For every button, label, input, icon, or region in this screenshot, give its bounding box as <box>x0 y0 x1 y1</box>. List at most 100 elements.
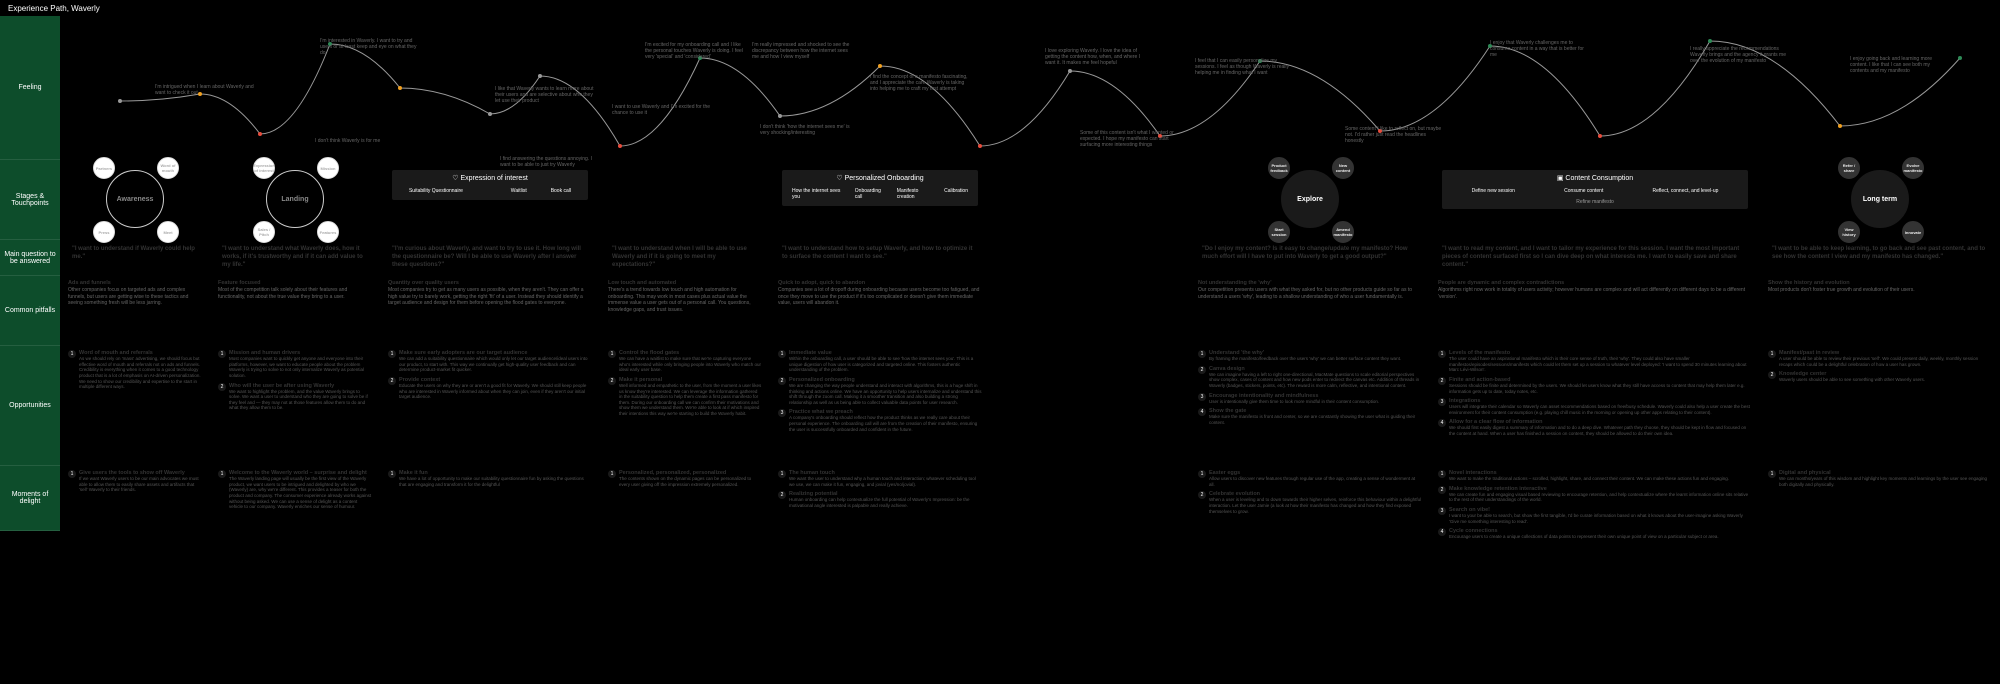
main-question: "Do I enjoy my content? Is it easy to ch… <box>1198 244 1422 264</box>
opportunity-body: Users will integrate their calendar so W… <box>1449 404 1752 415</box>
stage-tab: Suitability Questionnaire <box>405 186 467 196</box>
main-question: "I want to be able to keep learning, to … <box>1768 244 1992 264</box>
delight-body: We want to make the traditional actions … <box>1449 476 1752 482</box>
main-question: "I want to understand when I will be abl… <box>608 244 762 271</box>
opportunity-body: Within the onboarding call, a user shoul… <box>789 356 982 373</box>
stage-circle: ExploreProduct feedbackNew contentStart … <box>1281 170 1339 228</box>
opportunity-body: A user should be able to review their pr… <box>1779 356 1992 367</box>
pitfall-title: Low touch and automated <box>608 280 762 286</box>
feeling-annotation: Some content I like to reflect on, but m… <box>1345 126 1445 144</box>
delight-body: Allow users to discover new features thr… <box>1209 476 1422 487</box>
main-question: "I'm curious about Waverly, and want to … <box>388 244 592 271</box>
opportunity-body: Waverly users should be able to see some… <box>1779 377 1992 383</box>
main-question: "I want to understand how to setup Waver… <box>778 244 982 264</box>
opportunity-body: We are changing the way people understan… <box>789 383 982 406</box>
stage-circle: AwarenessPartnersWord of mouthPressMeet <box>106 170 164 228</box>
opportunity-body: We can have a waitlist to make sure that… <box>619 356 762 373</box>
stage-orbit: Expression of interest <box>253 157 275 179</box>
opportunity-body: Educate the users on why they are or are… <box>399 383 592 400</box>
pitfall-title: Not understanding the 'why' <box>1198 280 1422 286</box>
item-number: 3 <box>1438 507 1446 515</box>
item-number: 1 <box>608 350 616 358</box>
item-number: 3 <box>778 409 786 417</box>
pitfalls-row: Ads and funnelsOther companies focus on … <box>60 276 2000 346</box>
pitfall-title: Show the history and evolution <box>1768 280 1992 286</box>
stage-bar: ♡ Personalized OnboardingHow the interne… <box>782 170 978 206</box>
pitfall-title: Feature focused <box>218 280 372 286</box>
opportunity-body: Most companies want to quickly get anyon… <box>229 356 372 379</box>
main-question: "I want to read my content, and I want t… <box>1438 244 1752 271</box>
stage-tab: Book call <box>547 186 575 196</box>
opportunity-body: The user could have an aspirational mani… <box>1449 356 1752 373</box>
stage-orbit: Partners <box>93 157 115 179</box>
main-question: "I want to understand what Waverly does,… <box>218 244 372 271</box>
item-number: 1 <box>1768 470 1776 478</box>
item-number: 2 <box>218 383 226 391</box>
stage-tab: Define new session <box>1468 186 1519 196</box>
item-number: 1 <box>1438 470 1446 478</box>
feeling-annotation: I'm excited for my onboarding call and I… <box>645 42 745 60</box>
feeling-annotation: I like that Waverly wants to learn more … <box>495 86 595 104</box>
item-number: 3 <box>1438 398 1446 406</box>
delight-body: If we want Waverly users to be our main … <box>79 476 202 493</box>
feeling-annotation: I want to use Waverly and I'm excited fo… <box>612 104 712 116</box>
pitfall-title: Quick to adopt, quick to abandon <box>778 280 982 286</box>
item-number: 2 <box>1438 377 1446 385</box>
feeling-annotation: I really appreciate the recommendations … <box>1690 46 1790 64</box>
pitfall-body: Most companies try to get as many users … <box>388 287 592 307</box>
feeling-annotation: I'm interested in Waverly. I want to try… <box>320 38 420 56</box>
stage-tab: Consume content <box>1560 186 1607 196</box>
item-number: 1 <box>218 350 226 358</box>
stage-tab: Onboarding call <box>851 186 891 202</box>
stage-orbit: Mission <box>317 157 339 179</box>
opportunity-body: Well informed and empathetic to the user… <box>619 383 762 417</box>
questions-row: "I want to understand if Waverly could h… <box>60 240 2000 276</box>
feeling-annotation: I find the concept of a manifesto fascin… <box>870 74 970 92</box>
feeling-annotation: I enjoy going back and learning more con… <box>1850 56 1950 74</box>
feeling-annotation: I enjoy that Waverly challenges me to co… <box>1490 40 1590 58</box>
feeling-annotation: I'm intrigued when I learn about Waverly… <box>155 84 255 96</box>
delight-body: I want to your be able to search, but sh… <box>1449 513 1752 524</box>
item-number: 4 <box>1198 408 1206 416</box>
feeling-annotation: I'm really impressed and shocked to see … <box>752 42 852 60</box>
opportunity-body: We want to highlight the problem, and th… <box>229 389 372 412</box>
opportunity-body: We can imagine having a left to right on… <box>1209 372 1422 389</box>
feeling-annotation: Some of this content isn't what I wanted… <box>1080 130 1180 148</box>
stage-circle: Long termRefer / shareEvolve manifestoVi… <box>1851 170 1909 228</box>
row-label-feeling: Feeling <box>0 16 60 160</box>
stages-row: AwarenessPartnersWord of mouthPressMeet L… <box>60 160 2000 240</box>
opportunity-body: User is intentionally give them time to … <box>1209 399 1422 405</box>
pitfall-body: Most of the competition talk solely abou… <box>218 287 372 300</box>
item-number: 1 <box>68 350 76 358</box>
item-number: 1 <box>1198 350 1206 358</box>
stage-tab: Manifesto creation <box>893 186 938 202</box>
stage-orbit: Refer / share <box>1838 157 1860 179</box>
opportunity-body: We can add a suitability questionnaire w… <box>399 356 592 373</box>
item-number: 3 <box>1198 393 1206 401</box>
pitfall-body: Our competition presents users with what… <box>1198 287 1422 300</box>
stage-bar: ♡ Expression of interestSuitability Ques… <box>392 170 588 200</box>
item-number: 2 <box>1198 366 1206 374</box>
item-number: 1 <box>1198 470 1206 478</box>
feeling-row: I'm intrigued when I learn about Waverly… <box>60 16 2000 160</box>
item-number: 2 <box>778 377 786 385</box>
row-label-question: Main question to be answered <box>0 240 60 276</box>
feeling-annotation: I love exploring Waverly. I love the ide… <box>1045 48 1145 66</box>
item-number: 1 <box>1768 350 1776 358</box>
main-question <box>998 244 1182 248</box>
item-number: 1 <box>778 470 786 478</box>
delight-body: We can months/years of this wisdom and h… <box>1779 476 1992 487</box>
stage-circle: LandingExpression of interestMissionSale… <box>266 170 324 228</box>
item-number: 4 <box>1438 528 1446 536</box>
feeling-annotation: I don't think Waverly is for me <box>315 138 380 144</box>
delight-body: The contents shown on the dynamic pages … <box>619 476 762 487</box>
pitfall-title: Quantity over quality users <box>388 280 592 286</box>
delight-body: We have a lot of opportunity to make our… <box>399 476 592 487</box>
item-number: 2 <box>1198 491 1206 499</box>
opportunity-body: Sessions should be finite and determined… <box>1449 383 1752 394</box>
item-number: 1 <box>608 470 616 478</box>
item-number: 2 <box>388 377 396 385</box>
opportunity-body: Make sure the manifesto is front and cen… <box>1209 414 1422 425</box>
stage-bar: ▣ Content ConsumptionDefine new sessionC… <box>1442 170 1748 209</box>
page-title: Experience Path, Waverly <box>0 0 2000 16</box>
